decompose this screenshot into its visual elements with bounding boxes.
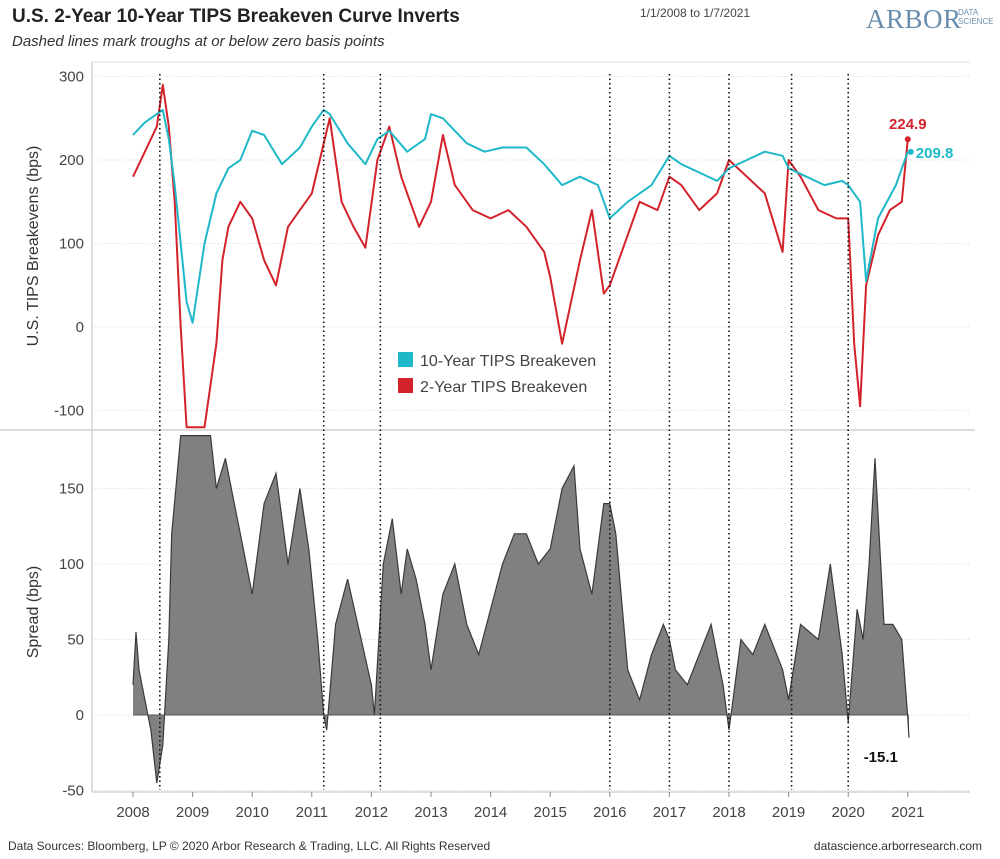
bottom-y-axis-ticks: -50 0 50 100 150 — [59, 481, 84, 800]
top-y-tick-label: 0 — [76, 319, 84, 336]
date-range: 1/1/2008 to 1/7/2021 — [640, 6, 751, 20]
legend-label-ten-year: 10-Year TIPS Breakeven — [420, 353, 596, 370]
chart-title: U.S. 2-Year 10-Year TIPS Breakeven Curve… — [12, 6, 460, 27]
x-tick-label: 2008 — [116, 804, 149, 821]
top-gridlines — [92, 76, 970, 411]
x-axis-ticks: 2008 2009 2010 2011 2012 2013 2014 2015 2016 2017… — [116, 792, 924, 821]
legend-swatch-ten-year — [398, 352, 413, 367]
spread-area-outline — [132, 435, 910, 784]
arbor-logo: ARBOR DATA SCIENCE — [866, 2, 996, 38]
bottom-y-axis-label: Spread (bps) — [25, 566, 42, 659]
top-y-axis-label: U.S. TIPS Breakevens (bps) — [25, 146, 42, 347]
breakeven-line-series — [132, 83, 909, 429]
top-y-tick-label: 200 — [59, 152, 84, 169]
x-tick-label: 2009 — [176, 804, 209, 821]
x-tick-label: 2010 — [236, 804, 269, 821]
logo-sub-text-1: DATA — [958, 8, 979, 17]
two-year-end-label: 224.9 — [889, 116, 927, 133]
data-sources-note: Data Sources: Bloomberg, LP © 2020 Arbor… — [8, 839, 491, 853]
x-tick-label: 2012 — [355, 804, 388, 821]
website-link[interactable]: datascience.arborresearch.com — [813, 839, 982, 853]
two-year-breakeven-line — [132, 83, 909, 429]
x-tick-label: 2016 — [593, 804, 626, 821]
bottom-y-tick-label: 50 — [67, 632, 84, 649]
bottom-y-tick-label: -50 — [62, 783, 84, 800]
ten-year-end-label: 209.8 — [916, 145, 954, 162]
x-tick-label: 2019 — [772, 804, 805, 821]
x-tick-label: 2020 — [832, 804, 865, 821]
top-panel — [0, 61, 975, 431]
x-tick-label: 2018 — [712, 804, 745, 821]
x-tick-label: 2014 — [474, 804, 507, 821]
logo-sub-text-2: SCIENCE — [958, 17, 994, 26]
chart-subtitle: Dashed lines mark troughs at or below ze… — [12, 33, 385, 50]
top-y-tick-label: 100 — [59, 236, 84, 253]
legend: 10-Year TIPS Breakeven 2-Year TIPS Break… — [398, 352, 596, 396]
two-year-end-dot — [904, 136, 911, 143]
spread-end-label: -15.1 — [864, 749, 898, 766]
top-y-tick-label: -100 — [54, 403, 84, 420]
bottom-y-tick-label: 100 — [59, 556, 84, 573]
x-tick-label: 2015 — [534, 804, 567, 821]
logo-main-text: ARBOR — [866, 4, 962, 34]
x-tick-label: 2013 — [414, 804, 447, 821]
top-y-tick-label: 300 — [59, 69, 84, 86]
legend-swatch-two-year — [398, 378, 413, 393]
x-tick-label: 2017 — [653, 804, 686, 821]
x-tick-label: 2011 — [296, 804, 328, 821]
bottom-panel — [91, 430, 970, 793]
x-tick-label: 2021 — [891, 804, 924, 821]
spread-area-series — [132, 435, 910, 784]
top-y-axis-ticks: -100 0 100 200 300 — [54, 69, 84, 420]
bottom-y-tick-label: 0 — [76, 707, 84, 724]
bottom-y-tick-label: 150 — [59, 481, 84, 498]
spread-area-fill — [133, 435, 909, 783]
ten-year-end-dot — [907, 148, 914, 155]
legend-label-two-year: 2-Year TIPS Breakeven — [420, 379, 587, 396]
ten-year-breakeven-line — [132, 108, 909, 324]
end-value-labels: 224.9 209.8 -15.1 — [864, 116, 954, 766]
